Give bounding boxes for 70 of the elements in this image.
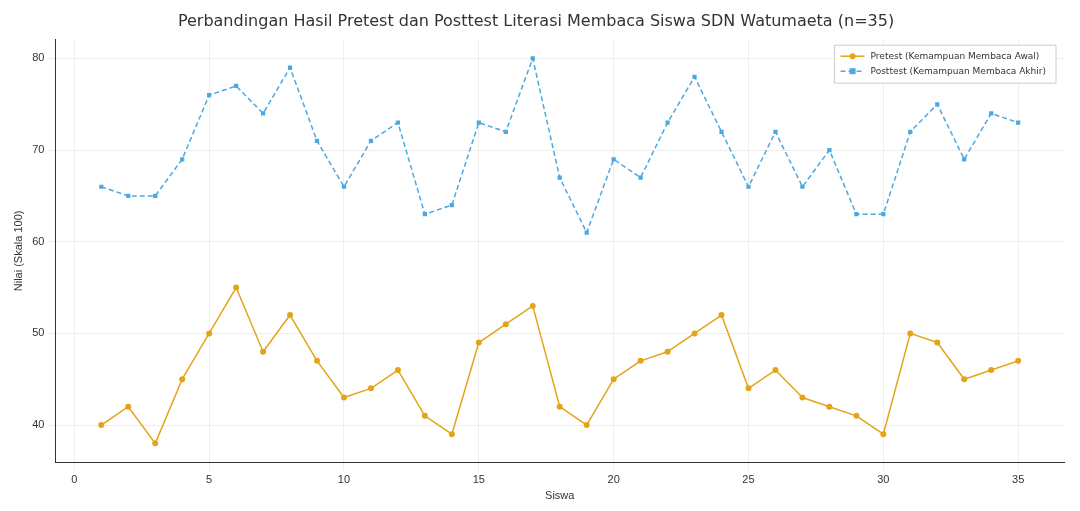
chart-title: Perbandingan Hasil Pretest dan Posttest Literasi Membaca Siswa SDN Watumaeta (n=35) <box>177 10 895 30</box>
x-tick-label: 25 <box>742 473 755 486</box>
x-tick-label: 15 <box>472 473 485 486</box>
point <box>476 120 481 125</box>
y-tick-label: 50 <box>32 326 45 339</box>
point <box>989 111 994 116</box>
y-axis-title: Nilai (Skala 100) <box>11 210 24 292</box>
point <box>314 357 321 364</box>
point <box>637 357 644 364</box>
point <box>475 339 482 346</box>
point <box>557 175 562 180</box>
point <box>746 184 751 189</box>
point <box>287 65 293 70</box>
point <box>125 403 132 410</box>
point <box>584 230 589 235</box>
point <box>583 422 590 429</box>
point <box>664 348 671 355</box>
x-tick-label: 35 <box>1012 473 1025 486</box>
point <box>367 385 374 392</box>
point <box>1015 357 1022 364</box>
point <box>206 330 213 337</box>
x-tick-label: 30 <box>877 473 890 486</box>
point <box>394 367 401 374</box>
y-tick-label: 60 <box>32 234 45 247</box>
point <box>529 302 536 309</box>
point <box>556 403 563 410</box>
point <box>800 184 805 189</box>
point <box>530 56 535 61</box>
point <box>772 367 779 374</box>
point <box>340 394 347 401</box>
x-tick-label: 20 <box>607 473 620 486</box>
point <box>233 284 240 291</box>
x-tick-label: 5 <box>206 473 213 486</box>
point <box>691 330 698 337</box>
y-tick-label: 40 <box>32 418 45 431</box>
point <box>827 147 832 153</box>
point <box>853 412 860 419</box>
point <box>98 422 105 429</box>
point <box>260 348 267 355</box>
point <box>745 385 752 392</box>
point <box>502 321 509 328</box>
point <box>260 111 266 116</box>
x-tick-label: 0 <box>71 473 78 486</box>
x-tick-label: 10 <box>337 473 351 486</box>
point <box>395 120 401 125</box>
point <box>799 394 806 401</box>
point <box>421 412 428 419</box>
point <box>961 376 968 383</box>
point <box>665 120 670 125</box>
point <box>934 339 941 346</box>
point <box>448 431 455 438</box>
point <box>907 330 914 337</box>
point <box>718 312 725 319</box>
point <box>880 431 887 438</box>
point <box>179 376 186 383</box>
x-axis-title: Siswa <box>545 489 576 502</box>
point <box>826 403 833 410</box>
point <box>610 376 617 383</box>
point <box>988 367 995 374</box>
point <box>152 440 159 447</box>
legend-label: Posttest (Kemampuan Membaca Akhir) <box>870 65 1047 76</box>
y-tick-label: 80 <box>32 51 45 64</box>
point <box>773 129 778 134</box>
point <box>1016 120 1021 125</box>
point <box>638 175 643 180</box>
legend-label: Pretest (Kemampuan Membaca Awal) <box>870 50 1040 61</box>
point <box>287 312 294 319</box>
point <box>719 129 724 134</box>
point <box>692 74 697 79</box>
y-tick-label: 70 <box>32 143 45 156</box>
